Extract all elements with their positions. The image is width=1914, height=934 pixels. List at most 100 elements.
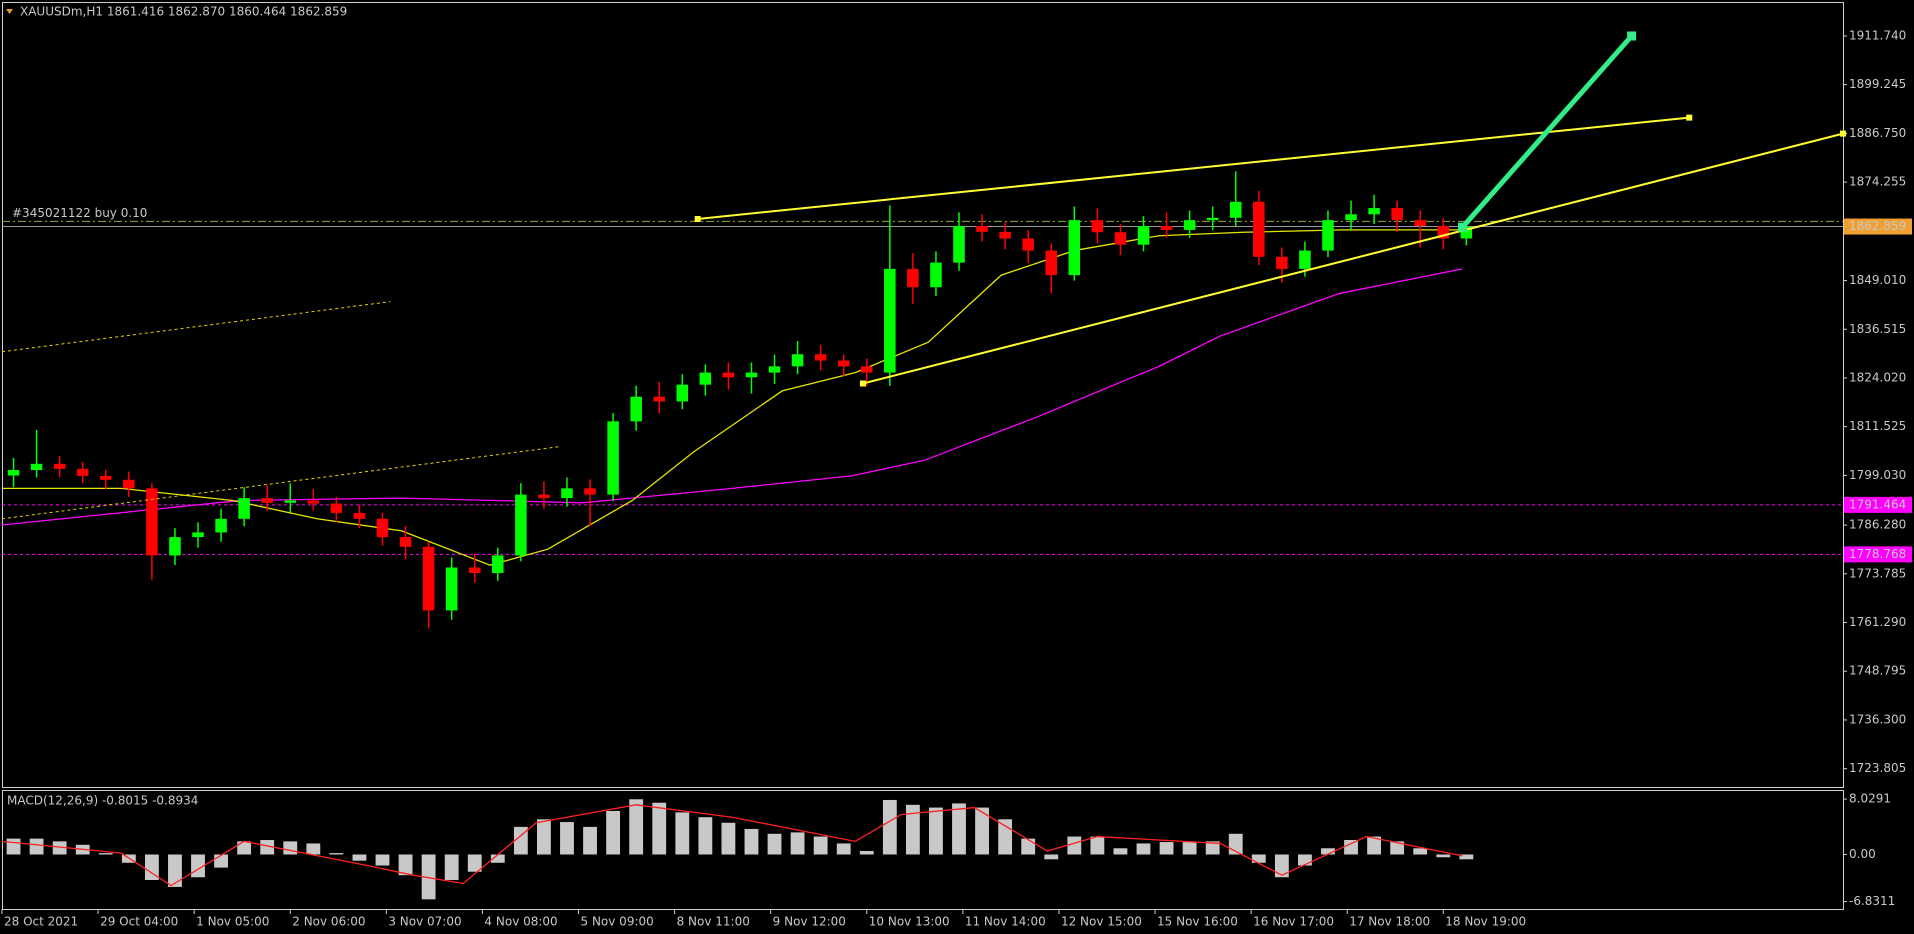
y-tick-label: 1761.290 bbox=[1849, 615, 1906, 629]
candle-body bbox=[1322, 220, 1334, 251]
candle-body bbox=[907, 268, 919, 288]
candle-body bbox=[884, 268, 896, 373]
macd-bar bbox=[952, 803, 966, 855]
candle-body bbox=[1068, 220, 1081, 276]
macd-bar bbox=[629, 799, 644, 855]
x-tick-label: 5 Nov 09:00 bbox=[581, 915, 654, 929]
trendline bbox=[862, 132, 1844, 385]
moving-average bbox=[1, 268, 1463, 526]
x-tick-label: 1 Nov 05:00 bbox=[196, 915, 269, 929]
menu-arrow[interactable] bbox=[6, 9, 13, 14]
candle-body bbox=[538, 494, 550, 499]
macd-bar bbox=[1136, 843, 1151, 855]
trendline-anchor bbox=[1627, 31, 1637, 41]
x-tick-label: 8 Nov 11:00 bbox=[677, 915, 750, 929]
candle-body bbox=[791, 354, 804, 367]
y-tick-label: 1836.515 bbox=[1849, 322, 1906, 336]
price-label-box bbox=[1844, 496, 1912, 513]
candle-body bbox=[745, 372, 758, 378]
price-label-box bbox=[1844, 546, 1912, 563]
macd-bar bbox=[490, 854, 505, 863]
candle-body bbox=[492, 555, 504, 573]
price-label-box bbox=[1844, 218, 1912, 235]
macd-bar bbox=[813, 836, 828, 855]
candle-body bbox=[238, 498, 250, 519]
candle-body bbox=[169, 537, 181, 556]
candle-body bbox=[376, 518, 389, 538]
candle-body bbox=[930, 262, 942, 288]
y-tick-label: 1786.280 bbox=[1849, 518, 1906, 532]
candle-body bbox=[814, 354, 827, 361]
candle-body bbox=[30, 463, 43, 471]
y-tick-label: 1849.010 bbox=[1849, 273, 1906, 287]
y-tick-label: 0.00 bbox=[1849, 847, 1876, 861]
macd-bar bbox=[1436, 854, 1451, 858]
macd-bar bbox=[214, 854, 228, 868]
candle-body bbox=[515, 494, 527, 556]
candle-body bbox=[861, 366, 873, 373]
candle-body bbox=[1229, 201, 1242, 218]
macd-bar bbox=[260, 839, 275, 855]
macd-title: MACD(12,26,9) -0.8015 -0.8934 bbox=[7, 794, 198, 808]
macd-bar bbox=[513, 826, 528, 855]
trendline-anchor bbox=[1840, 130, 1846, 137]
macd-bar bbox=[1182, 842, 1197, 855]
candle-body bbox=[953, 225, 965, 263]
candle-body bbox=[399, 537, 412, 547]
macd-bar bbox=[1413, 848, 1428, 855]
macd-bar bbox=[560, 822, 574, 855]
x-tick-label: 28 Oct 2021 bbox=[4, 915, 78, 929]
candle-body bbox=[307, 500, 320, 504]
candle-body bbox=[999, 231, 1011, 239]
x-tick-label: 15 Nov 16:00 bbox=[1157, 915, 1238, 929]
macd-bar bbox=[1367, 836, 1382, 855]
x-tick-label: 17 Nov 18:00 bbox=[1349, 915, 1430, 929]
candle-body bbox=[215, 518, 227, 533]
macd-bar bbox=[675, 812, 690, 855]
y-tick-label: 1824.020 bbox=[1849, 370, 1906, 384]
trendline bbox=[1460, 34, 1634, 229]
candle-body bbox=[7, 470, 20, 476]
candle-body bbox=[1206, 217, 1219, 221]
y-tick-label: 1911.740 bbox=[1849, 28, 1906, 42]
macd-bar bbox=[1044, 854, 1059, 860]
trendline-anchor bbox=[1458, 222, 1468, 232]
candle-body bbox=[653, 396, 665, 402]
macd-bar bbox=[1090, 836, 1105, 855]
macd-bar bbox=[6, 838, 21, 855]
candle-body bbox=[1345, 214, 1357, 221]
macd-bar bbox=[1159, 842, 1174, 855]
macd-bar bbox=[398, 854, 413, 876]
macd-bar bbox=[329, 853, 344, 855]
candle-body bbox=[1022, 238, 1034, 251]
candle-body bbox=[768, 366, 781, 373]
candle-body bbox=[146, 488, 158, 556]
moving-average bbox=[2, 229, 1463, 566]
macd-bar bbox=[1298, 854, 1312, 866]
candle-body bbox=[76, 468, 89, 476]
candle-body bbox=[1276, 256, 1288, 269]
macd-bar bbox=[1274, 854, 1289, 878]
y-tick-label: 8.0291 bbox=[1849, 792, 1891, 806]
x-tick-label: 18 Nov 19:00 bbox=[1445, 915, 1526, 929]
macd-bar bbox=[836, 843, 851, 855]
macd-bar bbox=[98, 853, 113, 855]
macd-bar bbox=[929, 807, 943, 855]
macd-bar bbox=[421, 854, 436, 900]
x-tick-label: 3 Nov 07:00 bbox=[388, 915, 461, 929]
candle-body bbox=[722, 372, 735, 378]
candle-body bbox=[837, 360, 850, 367]
y-tick-label: 1723.805 bbox=[1849, 761, 1906, 775]
price-label: 1862.859 bbox=[1849, 219, 1906, 233]
macd-bar bbox=[859, 851, 874, 855]
macd-bar bbox=[467, 854, 482, 872]
x-tick-label: 11 Nov 14:00 bbox=[965, 915, 1046, 929]
price-label: 1791.464 bbox=[1849, 497, 1906, 511]
x-tick-label: 16 Nov 17:00 bbox=[1253, 915, 1334, 929]
macd-bar bbox=[1205, 841, 1220, 855]
candle-body bbox=[353, 512, 366, 519]
candle-body bbox=[676, 384, 689, 402]
